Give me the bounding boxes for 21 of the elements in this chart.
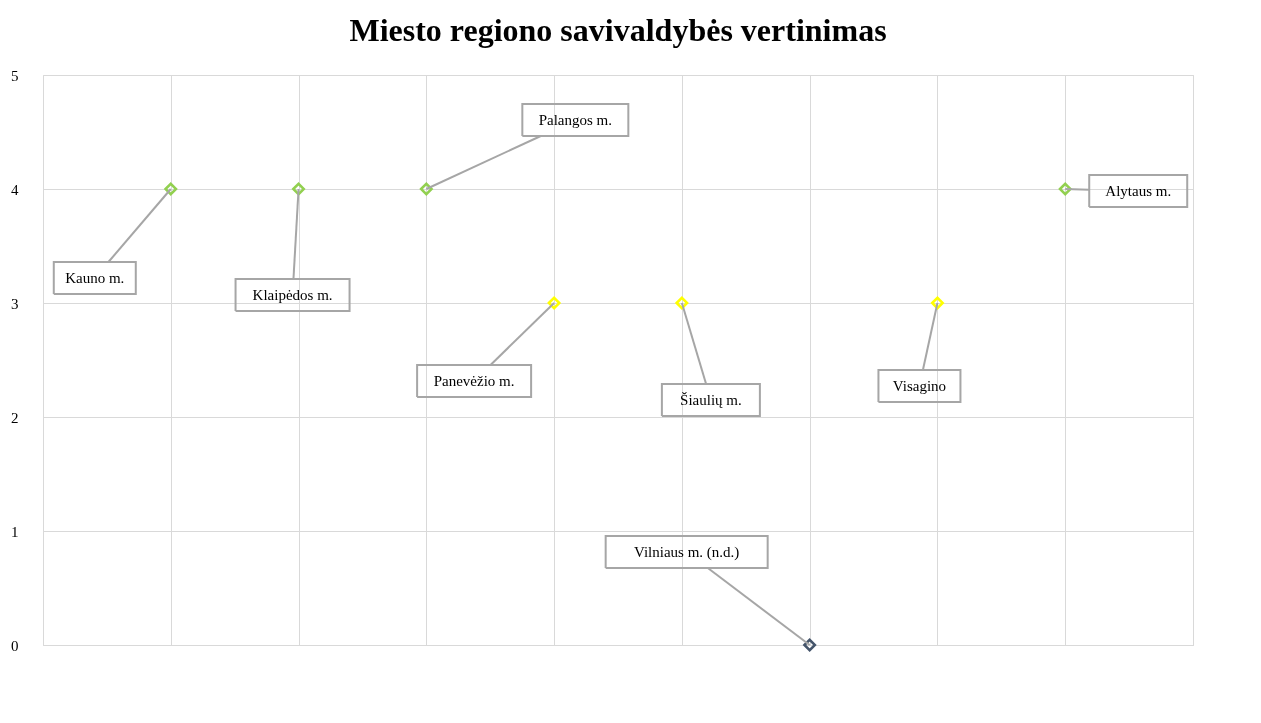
annotation: Šiaulių m. bbox=[680, 392, 742, 408]
y-tick-label: 1 bbox=[11, 523, 19, 540]
point bbox=[292, 182, 306, 196]
chart-title: Miesto regiono savivaldybės vertinimas bbox=[349, 12, 887, 48]
y-tick-label: 5 bbox=[11, 67, 19, 84]
annotation: Palangos m. bbox=[538, 112, 613, 128]
annotation: Alytaus m. bbox=[1105, 183, 1172, 199]
y-tick-label: 4 bbox=[11, 181, 19, 198]
point bbox=[547, 296, 561, 310]
annotation: Panevėžio m. bbox=[433, 373, 515, 389]
point bbox=[164, 182, 178, 196]
annotation: Kauno m. bbox=[65, 270, 125, 286]
y-tick-label: 0 bbox=[11, 637, 19, 654]
annotation: Klaipėdos m. bbox=[252, 287, 333, 303]
point bbox=[803, 638, 817, 652]
annotation: Vilniaus m. (n.d.) bbox=[633, 544, 740, 561]
annotation: Visagino bbox=[892, 378, 947, 394]
point bbox=[419, 182, 433, 196]
y-tick-label: 3 bbox=[11, 295, 19, 312]
y-tick-label: 2 bbox=[11, 409, 19, 426]
point bbox=[930, 296, 944, 310]
